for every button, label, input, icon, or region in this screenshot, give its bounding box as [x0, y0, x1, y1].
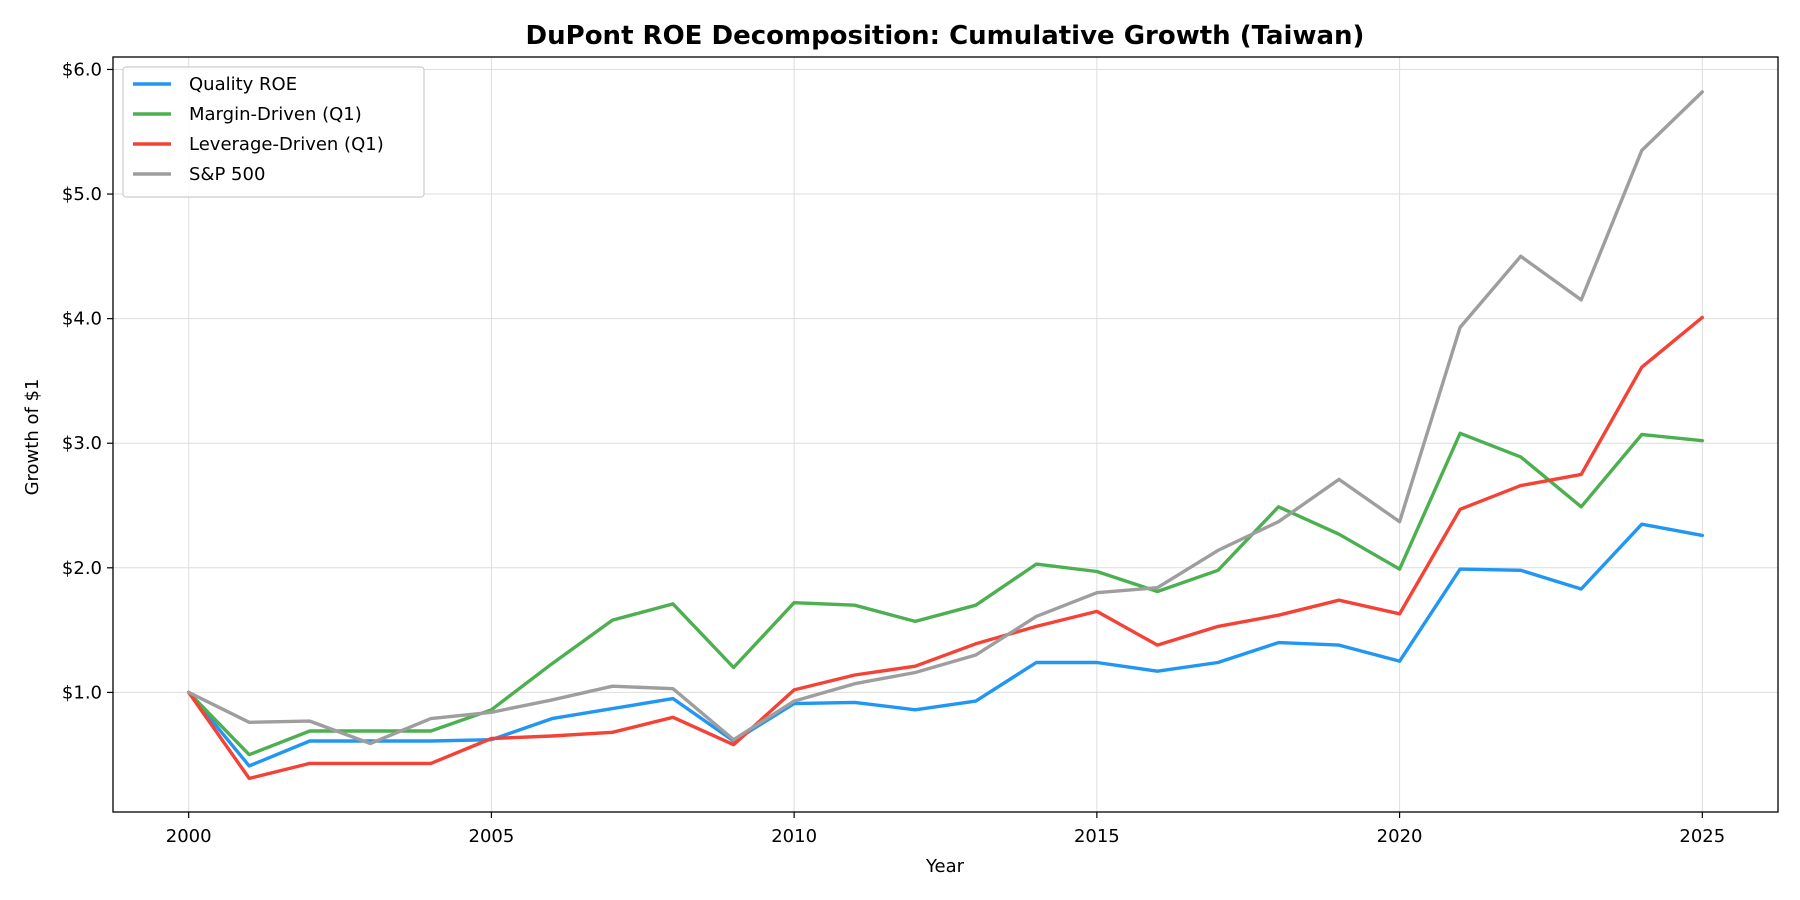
- series-lines: [186, 90, 1705, 781]
- y-axis-label: Growth of $1: [22, 379, 43, 496]
- legend-label: Leverage-Driven (Q1): [189, 134, 384, 155]
- y-tick-label: $4.0: [62, 309, 102, 330]
- plot-area-frame: [112, 56, 1779, 813]
- chart-title: DuPont ROE Decomposition: Cumulative Gro…: [526, 21, 1365, 51]
- x-tick-label: 2015: [1074, 826, 1120, 847]
- x-axis-ticks: 2000 2005 2010 2015 2020 2025: [166, 812, 1725, 847]
- x-tick-label: 2010: [771, 826, 817, 847]
- legend-label: S&P 500: [189, 164, 265, 185]
- legend-label: Margin-Driven (Q1): [189, 104, 362, 125]
- x-tick-label: 2005: [469, 826, 515, 847]
- legend-box: [122, 66, 425, 198]
- y-tick-label: $3.0: [62, 433, 102, 454]
- series-line-0: [186, 522, 1705, 768]
- series-line-1: [186, 431, 1705, 757]
- legend: Quality ROE Margin-Driven (Q1) Leverage-Dr…: [122, 66, 425, 198]
- series-line-3: [186, 90, 1705, 746]
- y-tick-label: $2.0: [62, 558, 102, 579]
- y-tick-label: $5.0: [62, 184, 102, 205]
- legend-label: Quality ROE: [189, 74, 297, 95]
- series-line-2: [186, 315, 1705, 781]
- y-tick-label: $6.0: [62, 59, 102, 80]
- x-tick-label: 2025: [1679, 826, 1725, 847]
- y-tick-label: $1.0: [62, 682, 102, 703]
- x-tick-label: 2020: [1377, 826, 1423, 847]
- y-axis-ticks: $1.0 $2.0 $3.0 $4.0 $5.0 $6.0: [62, 59, 113, 703]
- x-tick-label: 2000: [166, 826, 212, 847]
- x-axis-label: Year: [925, 856, 965, 877]
